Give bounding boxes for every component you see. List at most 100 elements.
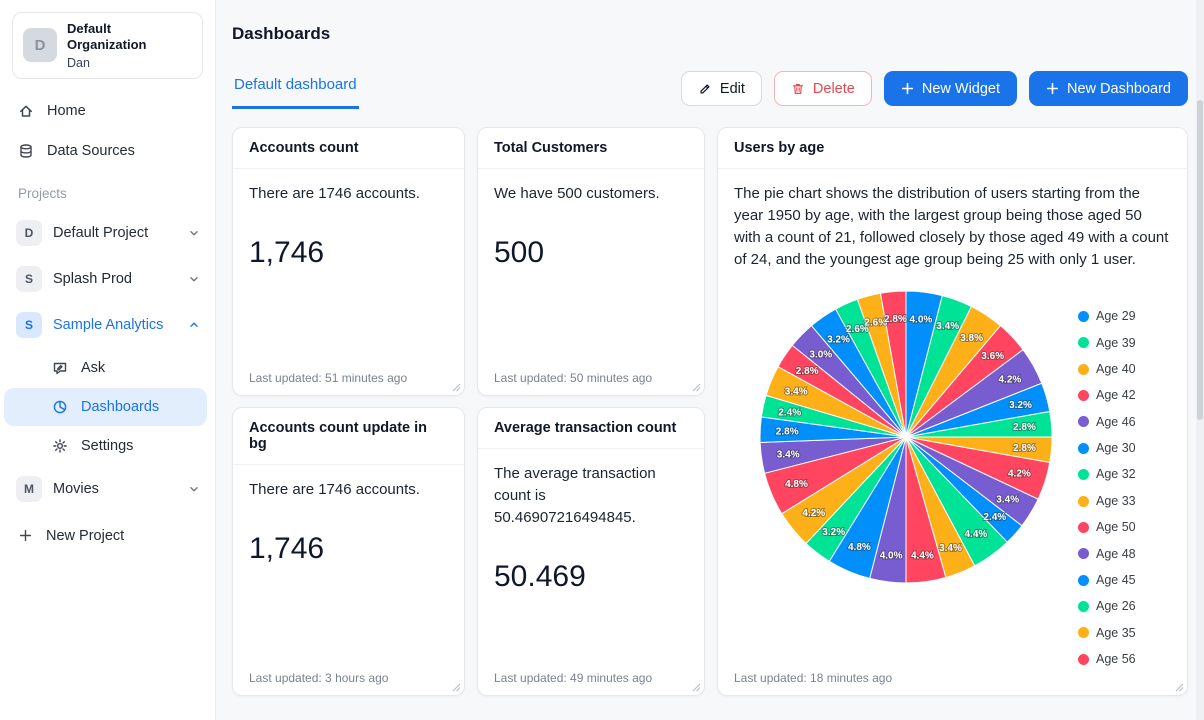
legend-item[interactable]: Age 29 (1078, 307, 1136, 325)
home-icon (20, 105, 32, 117)
tab-default-dashboard[interactable]: Default dashboard (232, 68, 359, 109)
new-dashboard-button-label: New Dashboard (1067, 80, 1171, 97)
pie-slice-label: 3.4% (996, 495, 1019, 506)
organization-user: Dan (67, 55, 90, 70)
edit-button[interactable]: Edit (680, 71, 762, 106)
delete-button[interactable]: Delete (773, 71, 872, 106)
new-project-button[interactable]: New Project (0, 516, 215, 556)
pie-slice-label: 3.2% (1009, 400, 1032, 411)
vertical-scrollbar[interactable] (1196, 0, 1204, 720)
sidebar-item-dashboards[interactable]: Dashboards (4, 387, 207, 426)
legend-dot-icon (1078, 548, 1089, 560)
legend-label: Age 33 (1096, 493, 1136, 508)
scrollbar-thumb[interactable] (1197, 100, 1203, 420)
sidebar-item-label: Settings (81, 437, 134, 454)
pie-slice-label: 3.4% (777, 450, 800, 461)
legend-label: Age 30 (1096, 441, 1136, 456)
project-label: Splash Prod (53, 270, 132, 287)
legend-item[interactable]: Age 40 (1078, 360, 1136, 378)
legend-item[interactable]: Age 35 (1078, 624, 1136, 642)
project-label: Default Project (53, 224, 149, 241)
project-avatar: M (16, 475, 42, 502)
sidebar-item-settings[interactable]: Settings (4, 427, 207, 465)
resize-grip-icon[interactable] (452, 383, 461, 392)
trash-icon (792, 83, 804, 94)
legend-item[interactable]: Age 33 (1078, 492, 1136, 510)
widget-card-total-customers: Total Customers We have 500 customers. 5… (477, 127, 705, 396)
widget-updated: Last updated: 49 minutes ago (494, 671, 653, 685)
widget-value: 500 (494, 236, 545, 270)
pie-slice-label: 3.2% (827, 335, 850, 346)
resize-grip-icon[interactable] (452, 683, 461, 692)
delete-button-label: Delete (812, 80, 855, 97)
sidebar-item-data-sources[interactable]: Data Sources (0, 131, 215, 171)
legend-item[interactable]: Age 45 (1078, 571, 1136, 589)
organization-avatar: D (23, 28, 57, 63)
new-widget-button[interactable]: New Widget (883, 71, 1018, 106)
sidebar-item-default-project[interactable]: D Default Project (0, 210, 215, 256)
legend-item[interactable]: Age 48 (1078, 545, 1136, 563)
legend-dot-icon (1078, 601, 1089, 612)
legend-item[interactable]: Age 42 (1078, 386, 1136, 404)
legend-dot-icon (1078, 390, 1089, 401)
project-avatar: D (16, 219, 42, 246)
legend-dot-icon (1078, 442, 1089, 454)
sidebar-item-home[interactable]: Home (0, 91, 215, 131)
resize-grip-icon[interactable] (1175, 683, 1184, 692)
plus-icon (1046, 82, 1059, 95)
sidebar-item-sample-analytics[interactable]: S Sample Analytics (0, 302, 215, 348)
main-content: Dashboards Default dashboard Edit Delete… (216, 0, 1204, 720)
pie-slice-label: 4.4% (911, 551, 934, 562)
widget-title: Average transaction count (478, 408, 704, 449)
sidebar-item-splash-prod[interactable]: S Splash Prod (0, 256, 215, 302)
project-avatar: S (16, 265, 42, 292)
dashboard-grid: Accounts count There are 1746 accounts. … (232, 127, 1188, 696)
widget-title: Total Customers (478, 128, 704, 169)
dashboards-pie-icon (53, 400, 67, 413)
project-avatar: S (16, 311, 42, 338)
legend-label: Age 42 (1096, 388, 1136, 403)
legend-item[interactable]: Age 46 (1078, 413, 1136, 431)
organization-switcher[interactable]: D Default Organization Dan (12, 12, 203, 79)
sidebar-item-label: Dashboards (81, 398, 160, 415)
legend-item[interactable]: Age 30 (1078, 439, 1136, 457)
legend-label: Age 39 (1096, 335, 1136, 350)
legend-label: Age 50 (1096, 520, 1136, 535)
legend-label: Age 29 (1096, 309, 1136, 324)
legend-label: Age 26 (1096, 599, 1136, 614)
widget-value: 1,746 (249, 236, 325, 270)
legend-item[interactable]: Age 39 (1078, 334, 1136, 352)
organization-name: Default Organization (67, 21, 147, 53)
legend-item[interactable]: Age 56 (1078, 650, 1136, 668)
legend-item[interactable]: Age 50 (1078, 518, 1136, 536)
pie-slice[interactable] (879, 290, 907, 438)
resize-grip-icon[interactable] (692, 383, 701, 392)
widget-title: Accounts count update in bg (233, 408, 464, 465)
chevron-down-icon (190, 486, 198, 491)
legend-item[interactable]: Age 26 (1078, 597, 1136, 615)
pie-chart-area: 4.0% 3.4% 3.8% 3.6% 4.2% 3.2% 2.8% 2.8% 4.2% 3.4%… (734, 287, 1171, 668)
legend-dot-icon (1078, 337, 1089, 349)
pie-slice-label: 3.6% (981, 351, 1004, 362)
users-by-age-pie: 4.0%3.4%3.8%3.6%4.2%3.2%2.8%2.8%4.2%3.4%… (759, 290, 1053, 584)
new-widget-button-label: New Widget (921, 80, 1001, 97)
pie-slice-label: 4.8% (848, 542, 871, 553)
projects-section-label: Projects (18, 185, 67, 201)
sidebar-item-movies[interactable]: M Movies (0, 466, 215, 512)
widget-value: 1,746 (249, 532, 325, 566)
pie-slice-label: 2.6% (846, 324, 869, 335)
pie-slice-label: 4.0% (880, 551, 903, 562)
new-project-label: New Project (46, 527, 125, 544)
chevron-down-icon (190, 230, 198, 235)
legend-item[interactable]: Age 32 (1078, 465, 1136, 483)
widget-text: The average transaction count is 50.4690… (494, 465, 656, 527)
new-dashboard-button[interactable]: New Dashboard (1029, 71, 1188, 106)
resize-grip-icon[interactable] (692, 683, 701, 692)
project-label: Movies (53, 480, 99, 497)
widget-updated: Last updated: 50 minutes ago (494, 371, 653, 385)
pie-legend: Age 29 Age 39 Age 40 Age 42 Age 46 Age 30 Age … (1078, 307, 1136, 668)
sidebar-item-ask[interactable]: Ask (4, 349, 207, 387)
widget-value: 50.469 (494, 560, 586, 594)
pie-slice-label: 2.8% (796, 366, 819, 377)
